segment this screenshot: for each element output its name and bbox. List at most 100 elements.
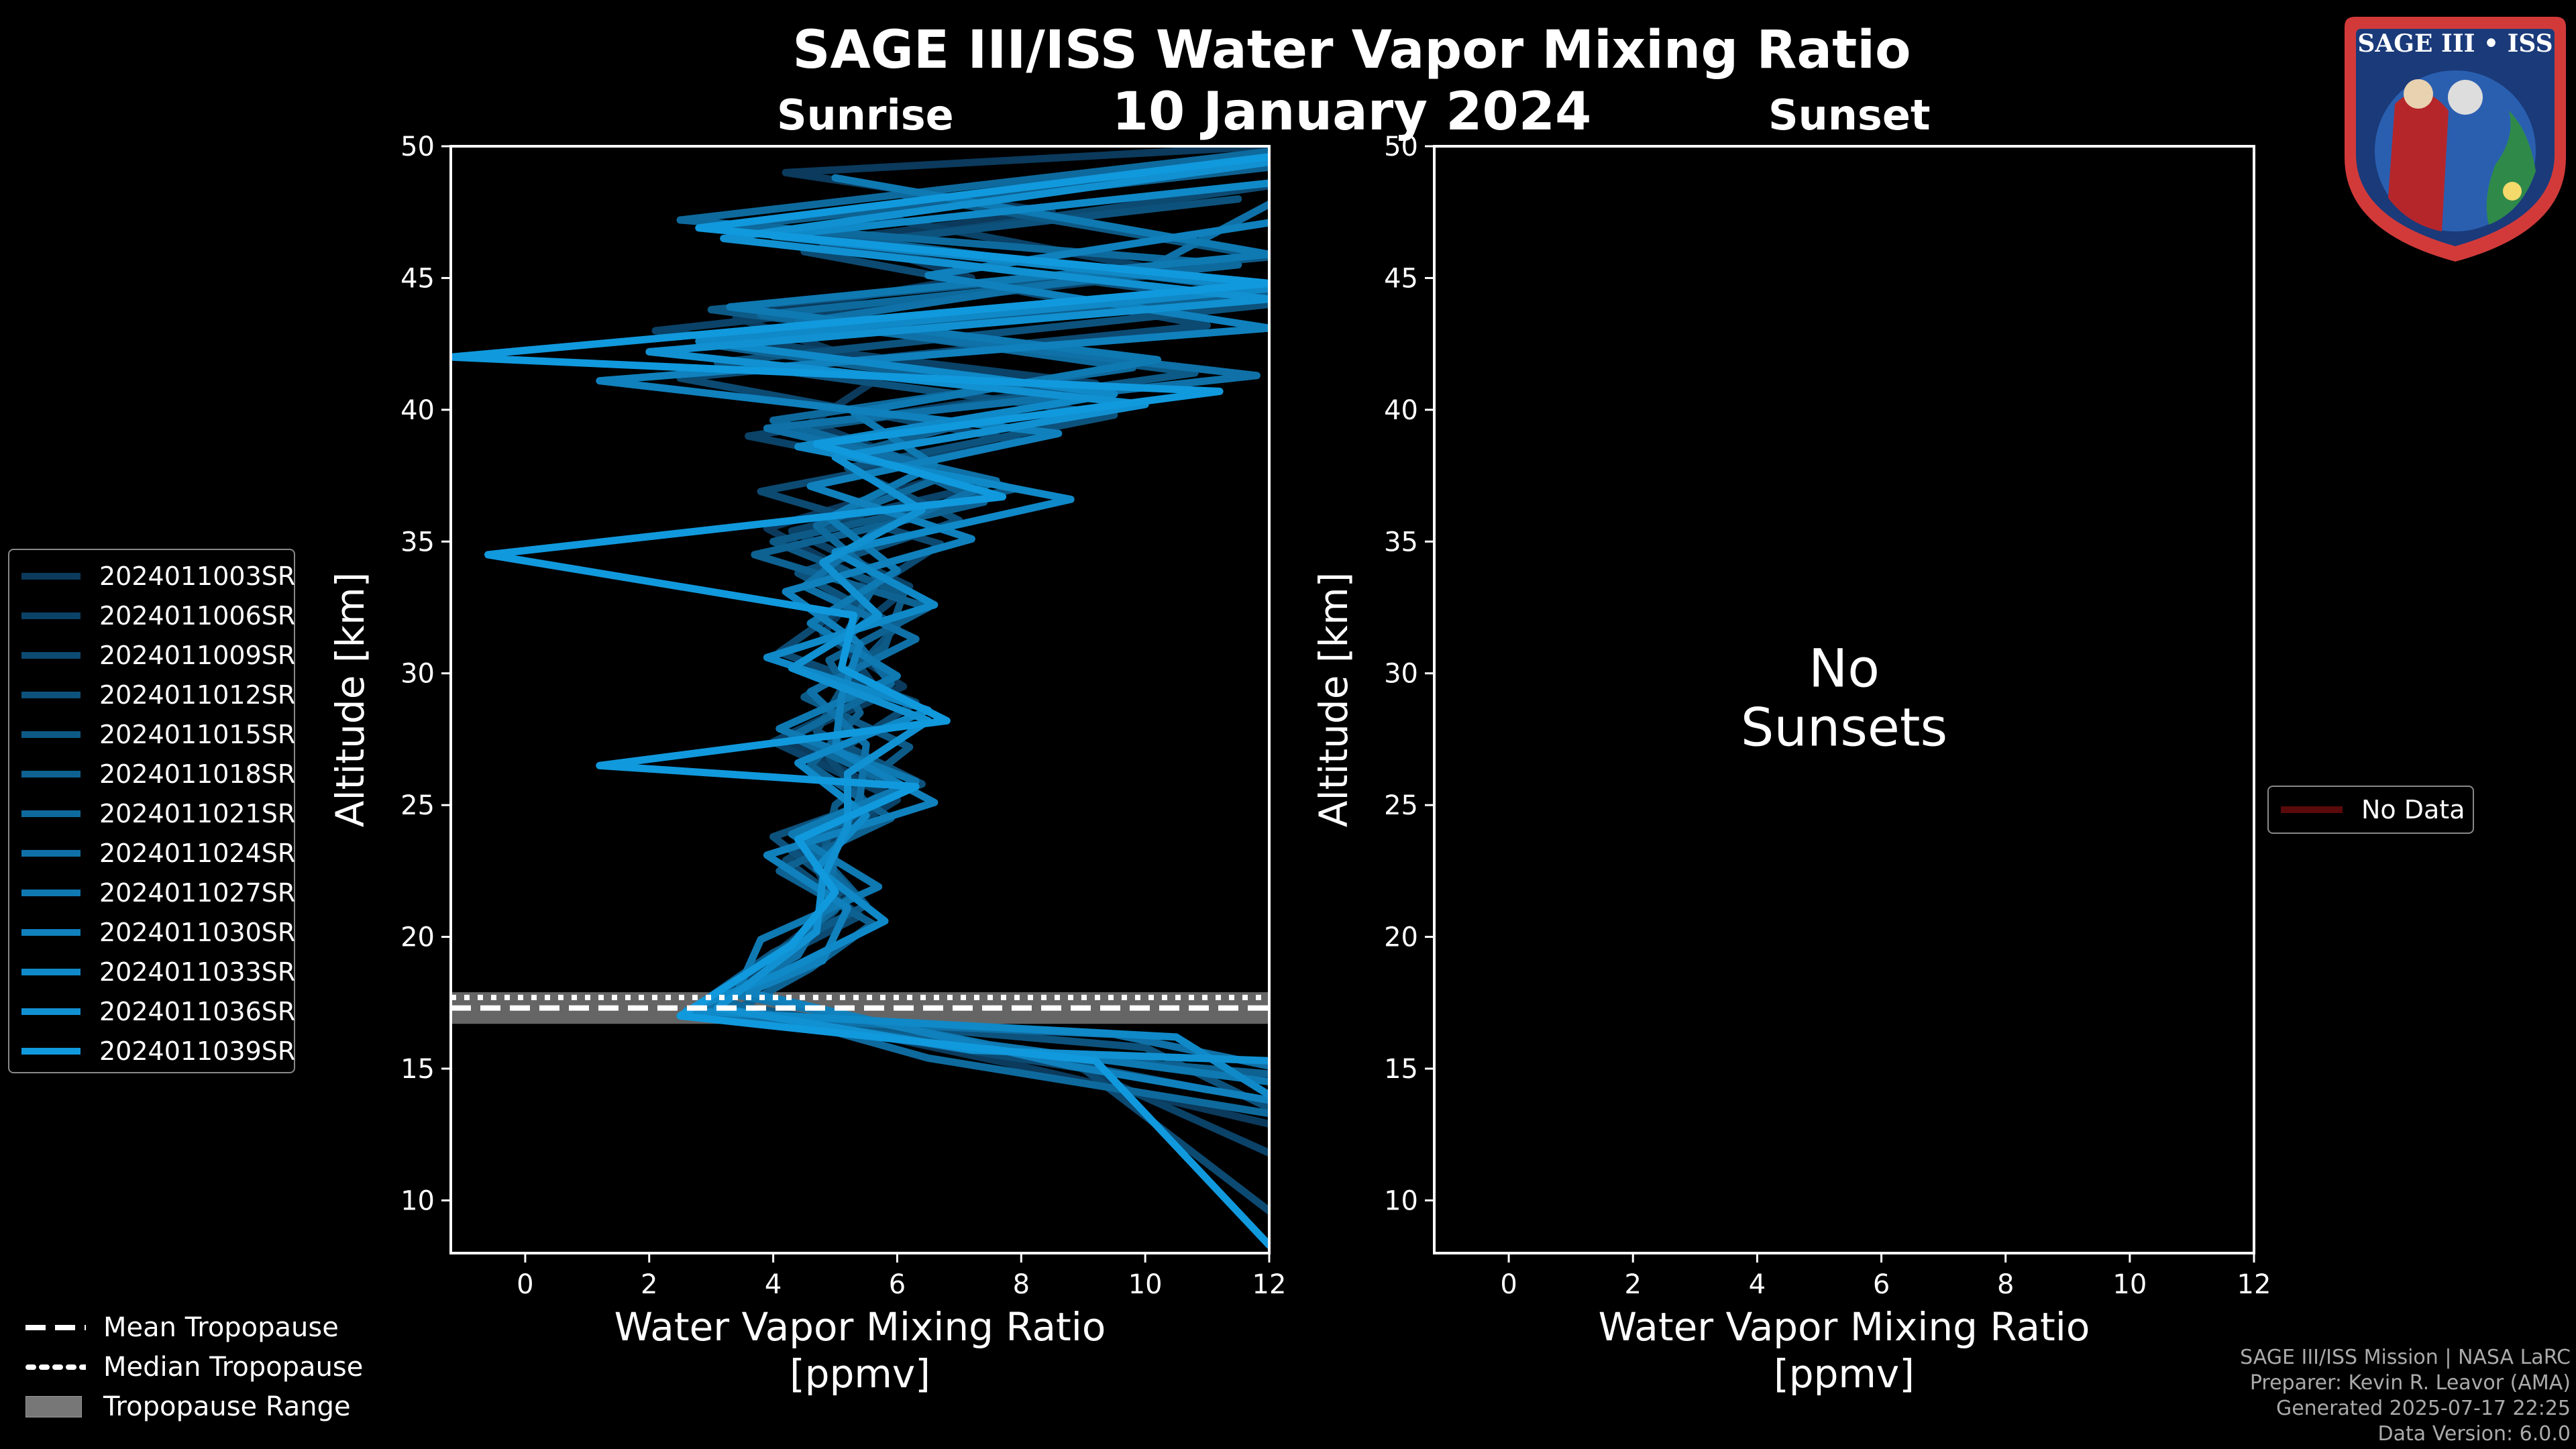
legend-label: 2024011036SR [99, 997, 296, 1026]
y-tick-label: 35 [1384, 527, 1418, 557]
legend-swatch [21, 969, 80, 975]
legend-swatch [21, 652, 80, 659]
sage-iii-iss-logo: SAGE III • ISS [2345, 17, 2566, 262]
legend-item: 2024011036SR [21, 992, 295, 1031]
x-axis-label: Water Vapor Mixing Ratio [1599, 1304, 2090, 1350]
legend-item: 2024011030SR [21, 913, 295, 952]
legend-swatch [21, 1048, 80, 1055]
range-swatch [25, 1396, 82, 1417]
y-tick-label: 50 [1384, 131, 1418, 162]
x-tick-label: 10 [2112, 1269, 2147, 1300]
y-tick-label: 25 [400, 790, 435, 821]
legend-item-no-data: No Data [2281, 790, 2465, 829]
x-tick-label: 8 [1997, 1269, 2014, 1300]
x-tick-label: 6 [1873, 1269, 1890, 1300]
legend-label: 2024011003SR [99, 561, 296, 591]
sunset-panel-title: Sunset [1768, 91, 1931, 140]
legend-label: 2024011024SR [99, 839, 296, 868]
legend-item: 2024011006SR [21, 596, 295, 635]
series-lines [451, 146, 1269, 1249]
legend-label: 2024011021SR [99, 799, 296, 828]
tropopause-range-legend: Tropopause Range [25, 1387, 351, 1426]
legend-item: 2024011015SR [21, 715, 295, 754]
tropopause-range-label: Tropopause Range [103, 1391, 351, 1422]
legend-label: 2024011012SR [99, 680, 296, 710]
legend-swatch [21, 692, 80, 698]
median-tropopause-legend: Median Tropopause [25, 1348, 363, 1387]
x-tick-label: 0 [1500, 1269, 1517, 1300]
credit-line: Data Version: 6.0.0 [2377, 1422, 2571, 1446]
y-tick-label: 40 [400, 395, 435, 426]
sunset-plot-frame [1433, 145, 2255, 1254]
y-tick-label: 20 [1384, 922, 1418, 953]
y-tick-label: 10 [400, 1185, 435, 1216]
y-tick-label: 45 [1384, 263, 1418, 294]
credit-line: SAGE III/ISS Mission | NASA LaRC [2240, 1346, 2571, 1369]
x-tick-label: 10 [1128, 1269, 1163, 1300]
no-data-swatch [2281, 806, 2343, 813]
x-axis-label: [ppmv] [1774, 1351, 1915, 1397]
credits: SAGE III/ISS Mission | NASA LaRC Prepare… [2240, 1345, 2571, 1447]
legend-swatch [21, 731, 80, 738]
sunset-plot: 0 2 4 6 8 10 12 10 15 20 25 30 35 40 45 50 Water Vapor M… [1311, 131, 2271, 1397]
y-tick-label: 25 [1384, 790, 1418, 821]
series-line-2024011039SR [451, 153, 1269, 1249]
logo-text: SAGE III • ISS [2357, 30, 2553, 58]
chart-title: SAGE III/ISS Water Vapor Mixing Ratio [792, 20, 1911, 80]
legend-item: 2024011003SR [21, 557, 295, 596]
x-tick-label: 6 [889, 1269, 906, 1300]
x-axis-label: [ppmv] [790, 1351, 930, 1397]
mean-tropopause-legend: Mean Tropopause [25, 1308, 339, 1347]
legend-label: 2024011033SR [99, 957, 296, 987]
no-data-legend: No Data [2267, 786, 2474, 834]
y-tick-label: 10 [1384, 1185, 1418, 1216]
legend-swatch [21, 771, 80, 777]
legend-label: 2024011039SR [99, 1036, 296, 1066]
x-tick-label: 12 [1252, 1269, 1287, 1300]
legend-swatch [21, 612, 80, 619]
no-sunsets-text: No [1809, 639, 1880, 700]
y-axis-label: Altitude [km] [1311, 572, 1356, 827]
tropopause-legend: Mean Tropopause Median Tropopause Tropop… [0, 1308, 402, 1429]
mean-tropopause-label: Mean Tropopause [103, 1312, 339, 1343]
legend-item: 2024011027SR [21, 873, 295, 912]
series-line-2024011027SR [726, 174, 1269, 1086]
x-tick-label: 4 [765, 1269, 782, 1300]
series-legend: 2024011003SR 2024011006SR 2024011009SR 2024… [8, 549, 295, 1073]
legend-swatch [21, 1008, 80, 1015]
legend-swatch [21, 890, 80, 896]
y-tick-label: 15 [1384, 1054, 1418, 1085]
x-tick-label: 4 [1749, 1269, 1766, 1300]
credit-line: Generated 2025-07-17 22:25 [2275, 1397, 2571, 1420]
chart-date: 10 January 2024 [1112, 82, 1592, 142]
legend-swatch [21, 573, 80, 580]
no-sunsets-text: Sunsets [1741, 698, 1947, 759]
y-tick-label: 35 [400, 527, 435, 557]
legend-label: 2024011030SR [99, 918, 296, 947]
series-line-2024011036SR [645, 158, 1269, 1065]
legend-item: 2024011012SR [21, 676, 295, 714]
y-tick-label: 40 [1384, 395, 1418, 426]
y-tick-label: 30 [400, 659, 435, 690]
legend-item: 2024011018SR [21, 755, 295, 794]
x-tick-label: 12 [2237, 1269, 2271, 1300]
legend-label: 2024011009SR [99, 641, 296, 670]
y-tick-label: 20 [400, 922, 435, 953]
credit-line: Preparer: Kevin R. Leavor (AMA) [2249, 1371, 2571, 1395]
dotted-line-icon [25, 1364, 86, 1370]
legend-item: 2024011009SR [21, 636, 295, 675]
sunrise-plot-frame [449, 145, 1271, 1254]
sunrise-panel-title: Sunrise [777, 91, 954, 140]
legend-label: 2024011027SR [99, 878, 296, 908]
legend-item: 2024011033SR [21, 953, 295, 991]
legend-label: 2024011006SR [99, 601, 296, 631]
legend-label: 2024011015SR [99, 720, 296, 749]
legend-item: 2024011021SR [21, 794, 295, 833]
y-axis-label: Altitude [km] [327, 572, 373, 827]
y-tick-label: 30 [1384, 659, 1418, 690]
series-line-2024011033SR [682, 179, 1269, 1099]
legend-swatch [21, 810, 80, 817]
no-data-label: No Data [2361, 795, 2465, 824]
x-tick-label: 2 [1625, 1269, 1642, 1300]
